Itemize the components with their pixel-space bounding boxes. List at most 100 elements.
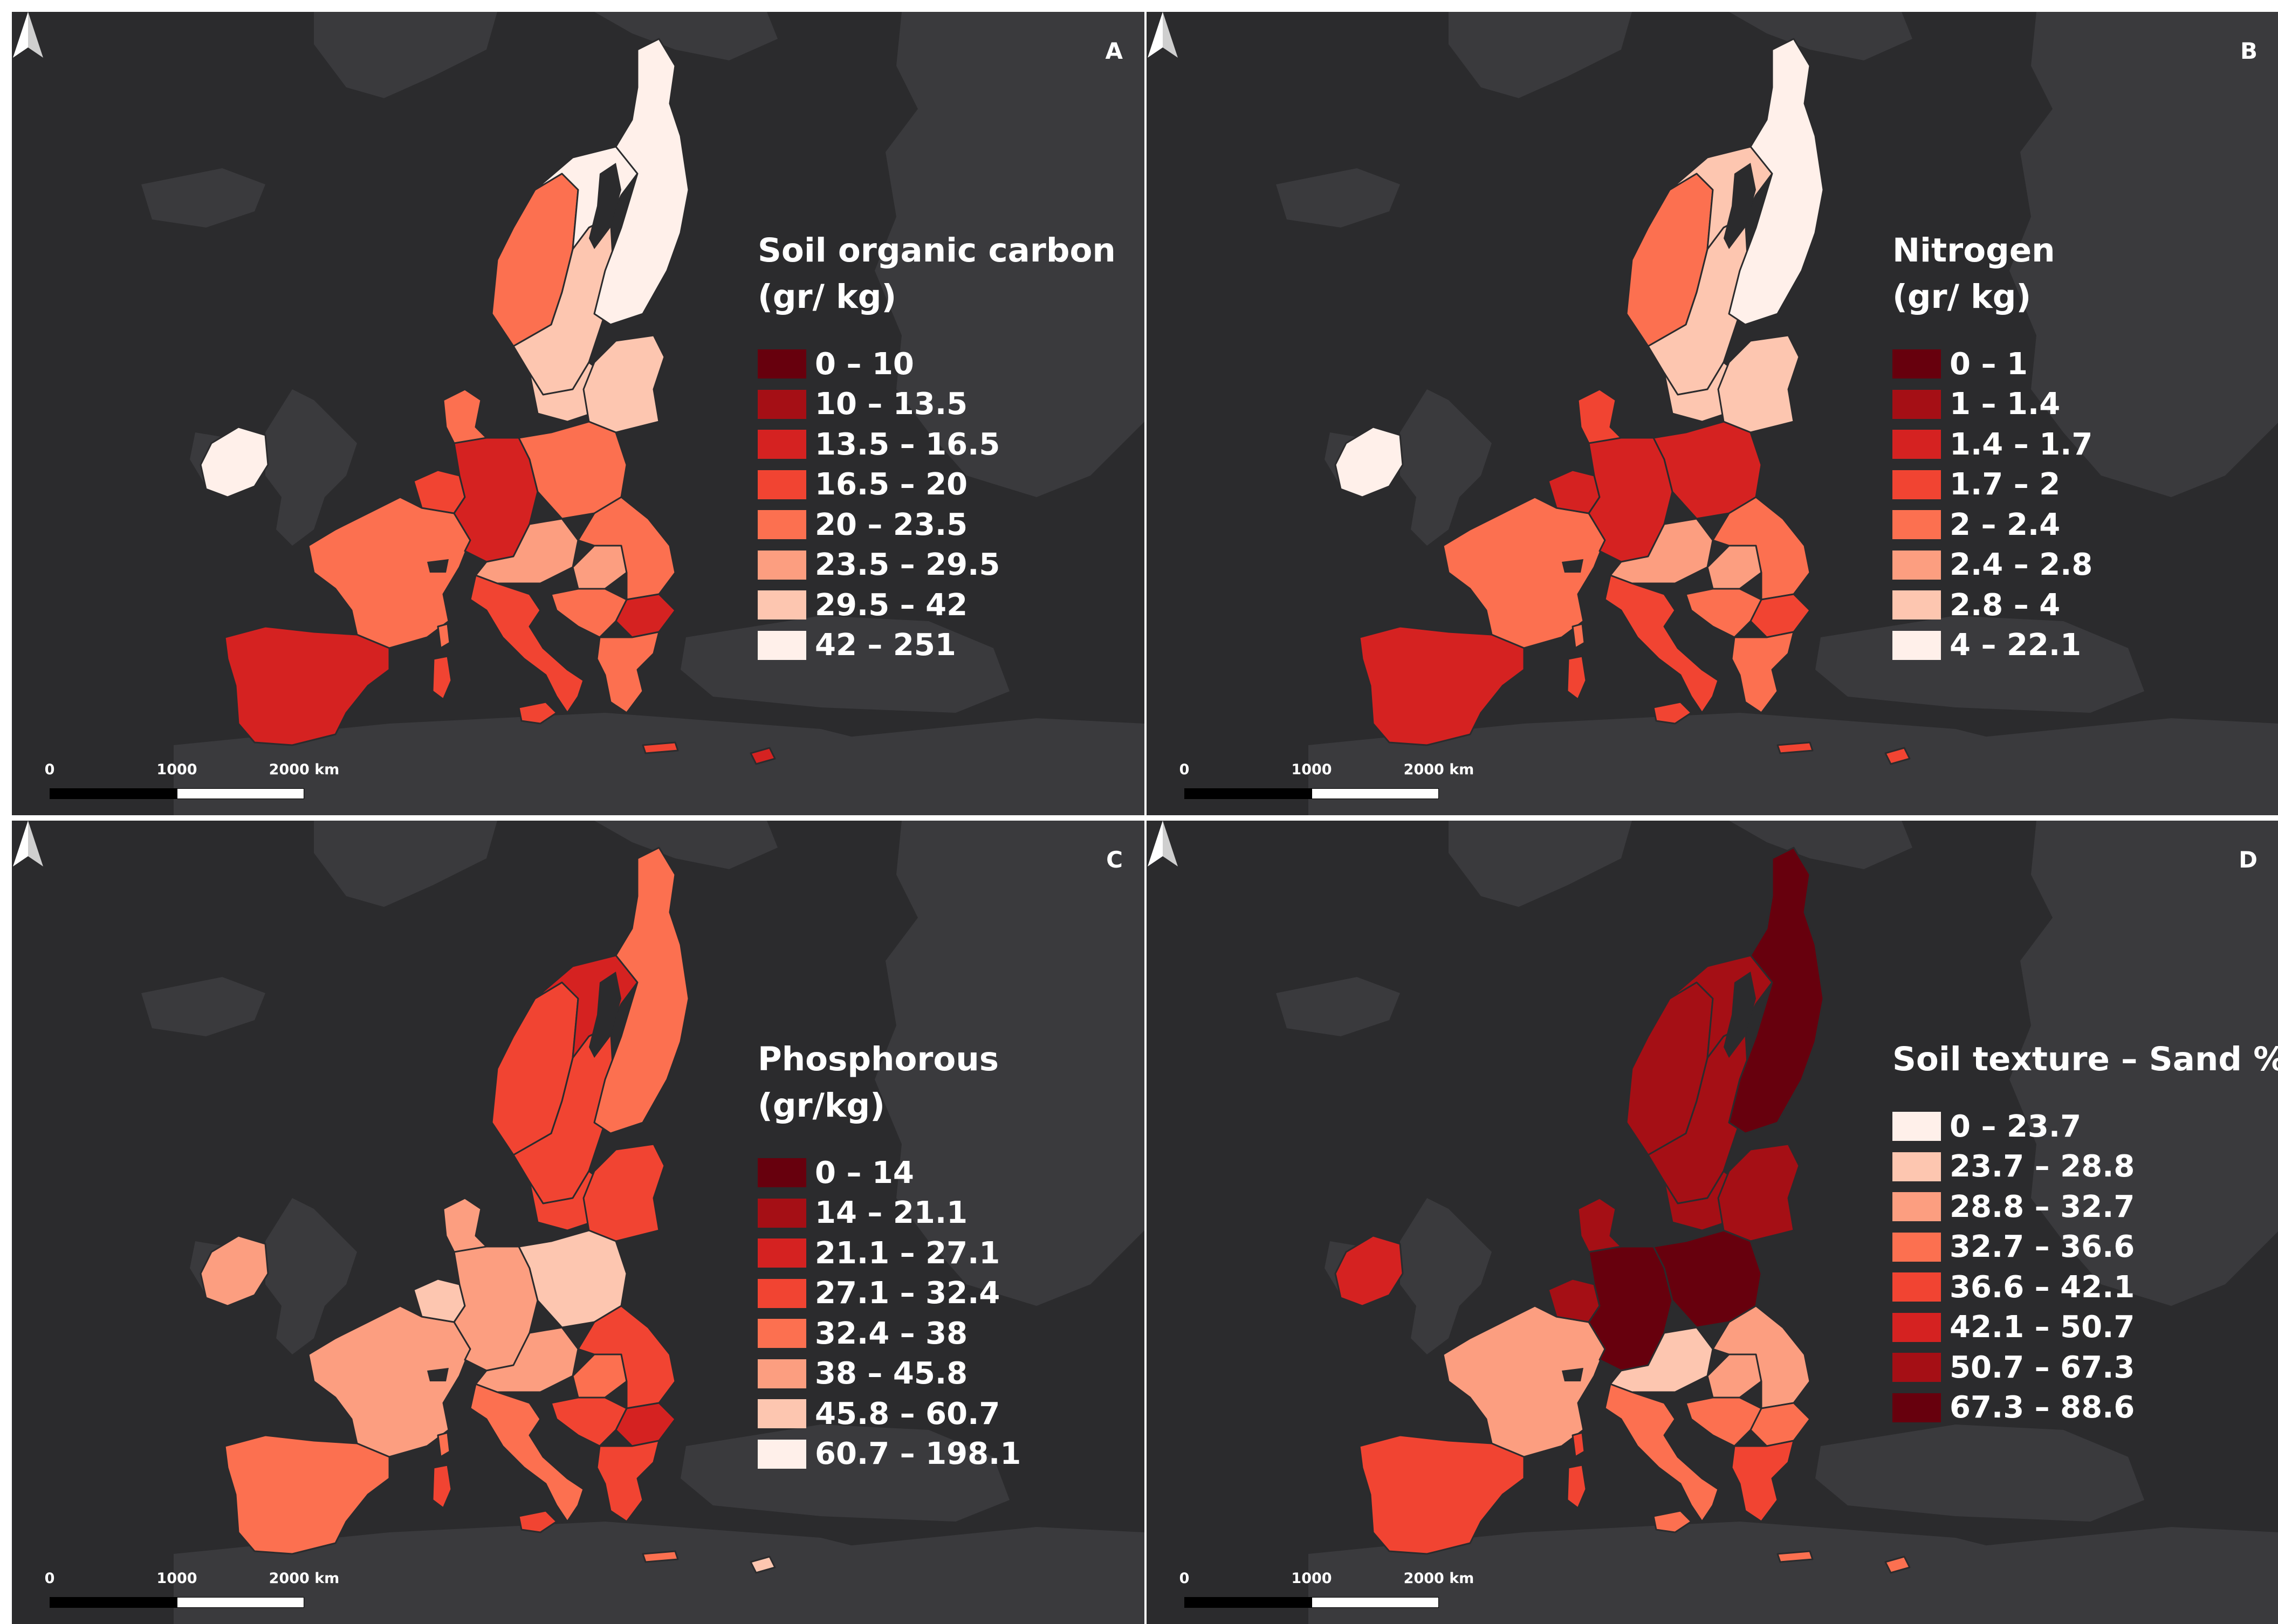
- legend-item: 45.8 – 60.7: [758, 1394, 1021, 1434]
- scale-tick-2000: 2000 km: [1403, 761, 1474, 778]
- legend-swatch: [1892, 1272, 1941, 1302]
- region-corsica: [1572, 623, 1586, 649]
- scale-tick-0: 0: [1179, 1570, 1190, 1587]
- background-land: [1276, 821, 2278, 1624]
- region-sicily: [518, 701, 558, 725]
- legend-label: 67.3 – 88.6: [1950, 1390, 2135, 1426]
- inland-water: [1562, 972, 1756, 1381]
- region-france: [307, 496, 471, 649]
- region-greece: [596, 631, 660, 714]
- region-hungary: [1706, 545, 1762, 590]
- region-greece: [1731, 1440, 1795, 1523]
- region-sicily: [1652, 1510, 1692, 1533]
- legend-items: 0 – 10 10 – 13.5 13.5 – 16.5 16.5 – 20 20 – …: [758, 344, 1116, 665]
- legend-label: 2.4 – 2.8: [1950, 547, 2093, 583]
- region-iberia: [1358, 1434, 1525, 1555]
- legend-swatch: [1892, 349, 1941, 379]
- map-canvas: [1276, 12, 2278, 815]
- region-baltics: [582, 334, 665, 433]
- region-greece: [596, 1440, 660, 1523]
- region-france: [1442, 496, 1606, 649]
- legend-swatch: [758, 1399, 806, 1429]
- legend-item: 29.5 – 42: [758, 585, 1116, 625]
- legend-item: 28.8 – 32.7: [1892, 1187, 2278, 1227]
- legend-title-line: Soil organic carbon: [758, 231, 1116, 270]
- legend-title: Nitrogen (gr/ kg): [1892, 228, 2092, 320]
- region-italy: [469, 574, 585, 714]
- scale-tick-2000: 2000 km: [1403, 1570, 1474, 1587]
- region-italy: [1604, 1383, 1719, 1523]
- region-ireland: [200, 426, 269, 498]
- scale-bar: 0 1000 2000 km: [45, 1570, 339, 1608]
- region-ireland: [200, 1235, 269, 1307]
- legend-swatch: [758, 389, 806, 419]
- region-iberia: [224, 625, 390, 746]
- legend-items: 0 – 14 14 – 21.1 21.1 – 27.1 27.1 – 32.4 32.…: [758, 1153, 1021, 1474]
- legend-item: 0 – 23.7: [1892, 1106, 2278, 1147]
- legend-title-line: (gr/ kg): [1892, 278, 2032, 316]
- legend-swatch: [1892, 1152, 1941, 1181]
- region-finland: [593, 38, 690, 326]
- map-canvas: [141, 821, 1144, 1624]
- region-france: [307, 1305, 471, 1458]
- legend-swatch: [758, 1319, 806, 1348]
- legend-label: 29.5 – 42: [815, 587, 968, 623]
- panel-letter: C: [1106, 847, 1123, 873]
- legend-swatch: [1892, 1312, 1941, 1342]
- scale-tick-2000: 2000 km: [269, 761, 340, 778]
- inland-water: [1562, 163, 1756, 573]
- legend-title: Soil texture – Sand %: [1892, 1036, 2278, 1083]
- legend-item: 2.8 – 4: [1892, 585, 2092, 625]
- region-crete: [1776, 1550, 1814, 1563]
- scale-segment-white: [1312, 788, 1439, 799]
- region-corsica: [1572, 1432, 1586, 1458]
- legend-title-line: Soil texture – Sand %: [1892, 1040, 2278, 1078]
- legend-label: 0 – 10: [815, 346, 914, 382]
- scale-tick-0: 0: [44, 1570, 55, 1587]
- legend-label: 0 – 14: [815, 1155, 914, 1191]
- scale-segment-black: [50, 788, 177, 799]
- inland-water: [427, 972, 621, 1381]
- legend-label: 32.4 – 38: [815, 1316, 968, 1351]
- map-panel-c: C Phosphorous (gr/kg) 0 – 14 14 – 21.1 21.1…: [12, 821, 1144, 1624]
- region-finland: [1728, 38, 1824, 326]
- legend: Soil texture – Sand % 0 – 23.7 23.7 – 28.…: [1892, 1036, 2278, 1428]
- region-sardinia: [431, 655, 452, 700]
- legend-swatch: [758, 1198, 806, 1228]
- legend-label: 2.8 – 4: [1950, 587, 2061, 623]
- legend-swatch: [1892, 630, 1941, 660]
- region-benelux: [413, 1278, 466, 1323]
- legend-swatch: [758, 1359, 806, 1388]
- legend-swatch: [758, 590, 806, 620]
- legend-label: 2 – 2.4: [1950, 507, 2061, 542]
- legend-swatch: [758, 1238, 806, 1268]
- legend-swatch: [1892, 1393, 1941, 1422]
- region-greece: [1731, 631, 1795, 714]
- scale-bar: 0 1000 2000 km: [1179, 1570, 1474, 1608]
- scale-bar: 0 1000 2000 km: [1179, 761, 1474, 799]
- legend-label: 0 – 1: [1950, 346, 2028, 382]
- legend-item: 32.7 – 36.6: [1892, 1227, 2278, 1268]
- scale-segment-white: [177, 1597, 304, 1608]
- legend-item: 2.4 – 2.8: [1892, 545, 2092, 586]
- north-arrow-icon: [13, 821, 43, 866]
- scale-segment-white: [177, 788, 304, 799]
- legend-label: 28.8 – 32.7: [1950, 1189, 2135, 1224]
- legend-title-line: (gr/ kg): [758, 278, 897, 316]
- legend-title: Phosphorous (gr/kg): [758, 1036, 1021, 1129]
- region-cyprus: [750, 1556, 776, 1574]
- region-balkans: [550, 1396, 628, 1447]
- legend-item: 38 – 45.8: [758, 1354, 1021, 1394]
- legend-item: 1.7 – 2: [1892, 465, 2092, 505]
- scale-segment-black: [50, 1597, 177, 1608]
- legend-item: 60.7 – 198.1: [758, 1434, 1021, 1475]
- region-benelux: [1547, 469, 1601, 514]
- scale-segment-white: [1312, 1597, 1439, 1608]
- scale-tick-1000: 1000: [156, 761, 197, 778]
- legend-items: 0 – 1 1 – 1.4 1.4 – 1.7 1.7 – 2 2 – 2.4 2.4 –…: [1892, 344, 2092, 665]
- legend-item: 67.3 – 88.6: [1892, 1388, 2278, 1428]
- region-crete: [1776, 741, 1814, 754]
- region-crete: [642, 1550, 679, 1563]
- region-cyprus: [750, 747, 776, 765]
- legend-label: 45.8 – 60.7: [815, 1396, 1000, 1432]
